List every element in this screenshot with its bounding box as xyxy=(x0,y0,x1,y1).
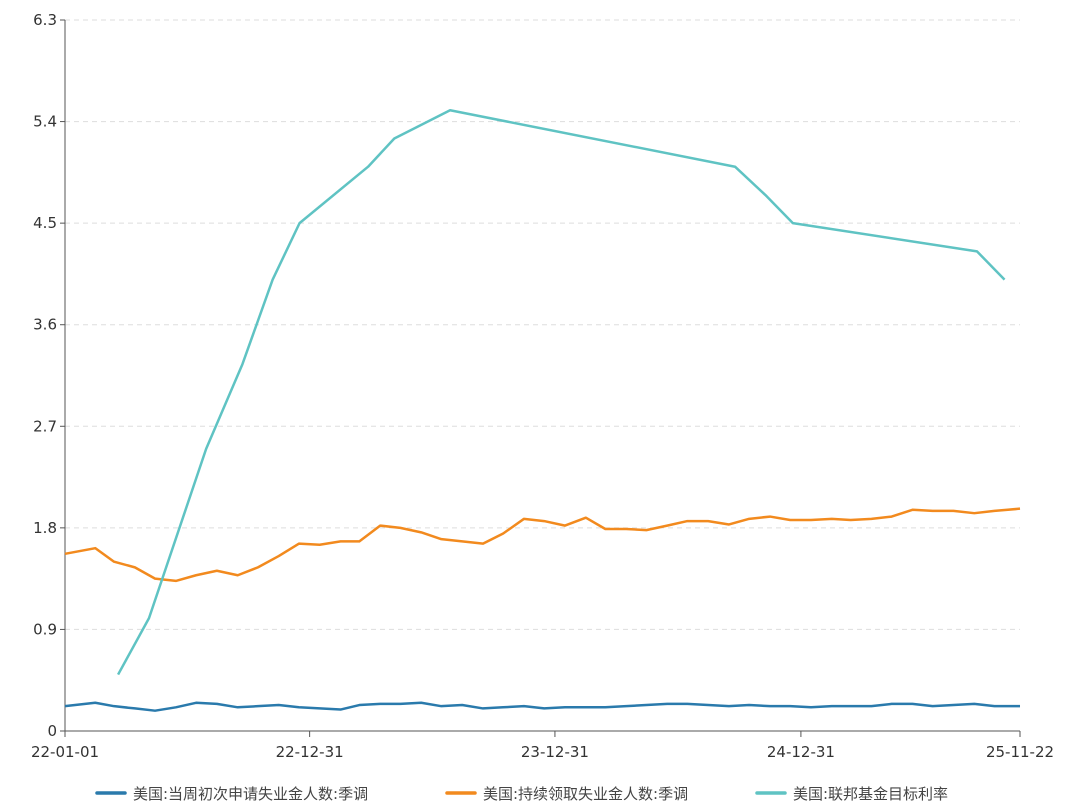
series-line-1 xyxy=(64,701,1020,712)
legend: 美国:当周初次申请失业金人数:季调 美国:持续领取失业金人数:季调 美国:联邦基金目… xyxy=(95,785,948,803)
legend-label: 美国:联邦基金目标利率 xyxy=(793,785,948,803)
series-line-3 xyxy=(116,109,1006,676)
x-tick-label: 25-11-22 xyxy=(986,743,1054,761)
x-tick-label: 22-01-01 xyxy=(31,743,99,761)
series-lines xyxy=(64,109,1021,712)
y-tick-label: 2.7 xyxy=(33,417,57,435)
legend-label: 美国:当周初次申请失业金人数:季调 xyxy=(133,785,368,803)
x-tick-label: 23-12-31 xyxy=(521,743,589,761)
x-tick-label: 22-12-31 xyxy=(276,743,344,761)
y-tick-label: 1.8 xyxy=(33,519,57,537)
y-tick-label: 5.4 xyxy=(33,113,57,131)
grid-lines xyxy=(65,19,1020,630)
x-tick-label: 24-12-31 xyxy=(767,743,835,761)
y-tick-label: 3.6 xyxy=(33,316,57,334)
y-tick-label: 4.5 xyxy=(33,214,57,232)
y-tick-label: 0 xyxy=(47,722,57,740)
x-axis: 22-01-01 22-12-31 23-12-31 24-12-31 25-11-22 xyxy=(31,730,1054,761)
y-tick-label: 6.3 xyxy=(33,11,57,29)
y-axis: 0 0.9 1.8 2.7 3.6 4.5 5.4 6.3 xyxy=(33,11,66,740)
series-line-2 xyxy=(64,507,1021,583)
legend-label: 美国:持续领取失业金人数:季调 xyxy=(483,785,688,803)
y-tick-label: 0.9 xyxy=(33,620,57,638)
